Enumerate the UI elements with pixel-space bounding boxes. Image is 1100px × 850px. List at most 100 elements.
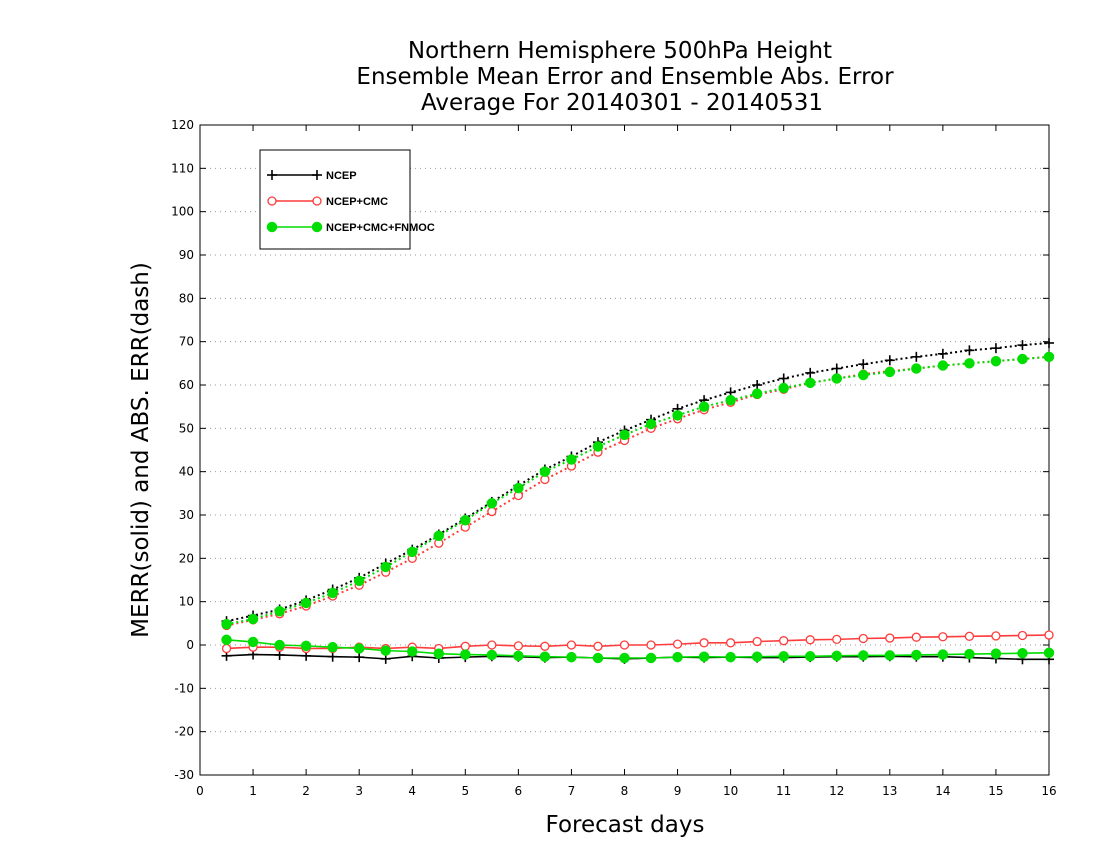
ncep-abs-err-point — [778, 373, 789, 384]
ncep-cmc-merr-point — [619, 640, 630, 650]
ncep-abs-err-point — [1044, 337, 1054, 348]
ncep-merr-point — [354, 652, 365, 663]
legend-marker — [312, 196, 322, 206]
x-tick-label: 11 — [776, 784, 791, 798]
ncep-cmc-fnmoc-abs-err-point — [513, 482, 524, 494]
ncep-cmc-fnmoc-merr-point — [300, 640, 312, 652]
ncep-abs-err-point — [752, 380, 763, 390]
x-tick-label: 15 — [988, 784, 1003, 798]
ncep-cmc-fnmoc-abs-err-point — [221, 618, 232, 630]
x-tick-label: 12 — [829, 784, 844, 798]
ncep-cmc-merr-point — [832, 634, 842, 645]
ncep-cmc-abs-err-line — [226, 355, 1050, 627]
y-tick-label: 30 — [179, 508, 194, 522]
title-line-3: Average For 20140301 - 20140531 — [421, 90, 823, 116]
x-axis-label: Forecast days — [546, 812, 705, 838]
ncep-cmc-merr-point — [885, 633, 895, 643]
ncep-cmc-fnmoc-merr-point — [1043, 647, 1055, 659]
ncep-cmc-fnmoc-abs-err-point — [778, 382, 789, 394]
ncep-cmc-fnmoc-merr-point — [698, 651, 710, 662]
legend-item-ncep-cmc-fnmoc: NCEP+CMC+FNMOC — [266, 221, 435, 234]
ncep-cmc-fnmoc-merr-point — [380, 645, 391, 656]
y-tick-label: 0 — [186, 638, 194, 652]
ncep-cmc-fnmoc-merr-point — [858, 650, 869, 661]
ncep-abs-err-point — [964, 345, 975, 356]
ncep-cmc-fnmoc-abs-err-point — [990, 355, 1002, 367]
ncep-cmc-merr-point — [858, 633, 868, 644]
series-ncep-cmc — [221, 352, 1054, 654]
series-ncep-cmc-fnmoc — [221, 351, 1055, 664]
ncep-cmc-fnmoc-merr-point — [937, 649, 949, 660]
ncep-cmc-fnmoc-merr-point — [911, 649, 922, 661]
legend-item-ncep-cmc: NCEP+CMC — [267, 196, 388, 208]
ncep-cmc-merr-point — [460, 641, 470, 651]
ncep-cmc-merr-point — [725, 638, 736, 648]
ncep-cmc-fnmoc-merr-point — [539, 651, 551, 662]
ncep-cmc-fnmoc-merr-point — [619, 652, 630, 664]
ncep-cmc-fnmoc-abs-err-point — [751, 388, 763, 399]
x-tick-label: 6 — [515, 784, 523, 798]
ncep-cmc-fnmoc-merr-line — [226, 639, 1050, 659]
ncep-cmc-fnmoc-abs-err-point — [592, 441, 604, 452]
ncep-cmc-fnmoc-merr-point — [884, 650, 896, 661]
ncep-abs-err-point — [884, 355, 895, 366]
ncep-cmc-fnmoc-merr-point — [460, 649, 471, 660]
y-tick-label: 100 — [171, 205, 194, 219]
y-axis-label: MERR(solid) and ABS. ERR(dash) — [128, 262, 154, 638]
ncep-cmc-fnmoc-abs-err-point — [725, 394, 736, 406]
ncep-cmc-fnmoc-merr-point — [672, 651, 683, 663]
legend-item-ncep: NCEP — [267, 170, 357, 182]
ncep-cmc-fnmoc-merr-point — [751, 651, 763, 662]
ncep-cmc-merr-point — [540, 641, 550, 651]
x-tick-label: 1 — [249, 784, 257, 798]
ncep-abs-err-point — [990, 343, 1001, 354]
ncep-cmc-fnmoc-abs-err-point — [911, 363, 922, 374]
ncep-cmc-fnmoc-merr-point — [964, 648, 975, 660]
ncep-cmc-fnmoc-abs-err-point — [300, 597, 312, 609]
ncep-cmc-fnmoc-merr-point — [327, 641, 338, 653]
legend-label: NCEP+CMC+FNMOC — [326, 222, 435, 234]
ncep-cmc-merr-point — [593, 641, 603, 651]
x-tick-label: 16 — [1041, 784, 1056, 798]
chart-title: Northern Hemisphere 500hPa Height Ensemb… — [356, 38, 894, 116]
legend-marker — [267, 170, 277, 180]
y-tick-label: -10 — [174, 681, 194, 695]
ncep-cmc-fnmoc-merr-point — [566, 651, 577, 663]
legend-box — [259, 149, 411, 250]
x-tick-label: 13 — [882, 784, 897, 798]
y-tick-label: 50 — [179, 421, 194, 435]
x-tick-label: 7 — [568, 784, 576, 798]
ncep-cmc-merr-point — [752, 636, 762, 647]
ncep-abs-err-point — [911, 351, 922, 362]
ncep-cmc-merr-point — [964, 631, 975, 641]
ncep-cmc-fnmoc-merr-point — [433, 648, 445, 659]
x-tick-label: 0 — [196, 784, 204, 798]
legend-label: NCEP+CMC — [326, 196, 388, 208]
y-tick-label: -20 — [174, 725, 194, 739]
ncep-cmc-merr-point — [1044, 630, 1054, 640]
ncep-abs-err-point — [937, 348, 948, 359]
x-tick-label: 14 — [935, 784, 950, 798]
ncep-abs-err-point — [805, 367, 816, 378]
ncep-cmc-merr-point — [991, 631, 1001, 641]
y-tick-label: 20 — [179, 551, 194, 565]
ncep-cmc-fnmoc-abs-err-point — [698, 401, 710, 412]
ncep-cmc-fnmoc-abs-err-point — [274, 605, 285, 617]
ncep-cmc-fnmoc-merr-point — [247, 636, 259, 648]
ncep-cmc-fnmoc-abs-err-point — [884, 366, 896, 378]
legend-label: NCEP — [326, 170, 357, 182]
y-tick-label: 110 — [171, 161, 194, 175]
ncep-cmc-merr-point — [646, 640, 656, 650]
y-tick-label: 40 — [179, 465, 194, 479]
ncep-cmc-fnmoc-abs-err-point — [247, 613, 259, 625]
y-tick-label: 60 — [179, 378, 194, 392]
ncep-cmc-fnmoc-abs-err-point — [1043, 351, 1055, 363]
ncep-cmc-merr-point — [699, 638, 709, 648]
ncep-cmc-fnmoc-merr-point — [592, 652, 604, 664]
ncep-cmc-fnmoc-abs-err-point — [566, 454, 577, 465]
ncep-cmc-merr-point — [938, 632, 948, 642]
ncep-cmc-fnmoc-merr-point — [645, 652, 657, 664]
y-tick-label: -30 — [174, 768, 194, 782]
